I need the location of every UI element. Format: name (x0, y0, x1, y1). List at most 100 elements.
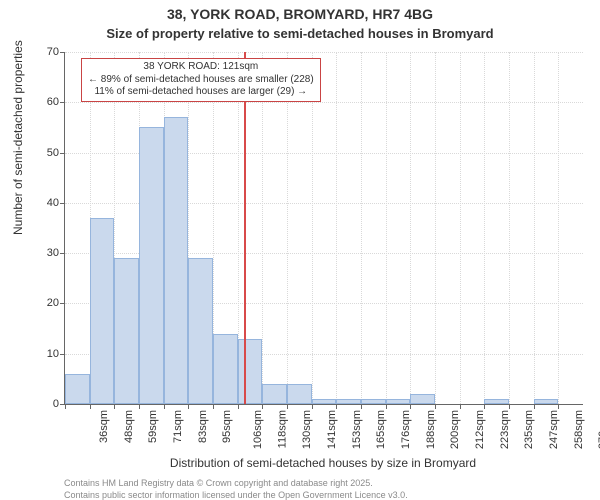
y-tick-mark (60, 203, 65, 204)
y-tick-mark (60, 102, 65, 103)
x-tick-label: 235sqm (523, 410, 535, 449)
x-tick-label: 83sqm (197, 410, 209, 443)
histogram-bar (139, 127, 164, 404)
y-tick-mark (60, 253, 65, 254)
x-tick-label: 176sqm (400, 410, 412, 449)
attribution-line: Contains public sector information licen… (64, 490, 408, 500)
histogram-bar (262, 384, 287, 404)
histogram-bar (65, 374, 90, 404)
x-tick-mark (114, 404, 115, 409)
gridline-vertical (484, 52, 485, 404)
y-tick-mark (60, 52, 65, 53)
property-size-chart: 38, YORK ROAD, BROMYARD, HR7 4BG Size of … (0, 0, 600, 500)
y-tick-label: 10 (47, 348, 59, 360)
x-tick-label: 71sqm (172, 410, 184, 443)
annotation-box: 38 YORK ROAD: 121sqm← 89% of semi-detach… (81, 58, 321, 102)
histogram-bar (312, 399, 337, 404)
x-tick-mark (386, 404, 387, 409)
histogram-bar (164, 117, 189, 404)
x-tick-label: 223sqm (499, 410, 511, 449)
x-tick-label: 165sqm (375, 410, 387, 449)
x-tick-label: 130sqm (301, 410, 313, 449)
histogram-bar (114, 258, 139, 404)
gridline-vertical (287, 52, 288, 404)
x-tick-label: 258sqm (573, 410, 585, 449)
gridline-vertical (509, 52, 510, 404)
x-tick-label: 212sqm (474, 410, 486, 449)
y-tick-mark (60, 354, 65, 355)
x-tick-mark (410, 404, 411, 409)
x-tick-mark (460, 404, 461, 409)
y-tick-label: 40 (47, 197, 59, 209)
histogram-bar (287, 384, 312, 404)
y-tick-mark (60, 303, 65, 304)
annotation-line: ← 89% of semi-detached houses are smalle… (88, 74, 314, 87)
gridline-vertical (386, 52, 387, 404)
annotation-line: 11% of semi-detached houses are larger (… (88, 86, 314, 99)
x-tick-mark (361, 404, 362, 409)
y-tick-label: 20 (47, 297, 59, 309)
histogram-bar (386, 399, 411, 404)
y-axis-label: Number of semi-detached properties (11, 215, 25, 235)
x-tick-mark (238, 404, 239, 409)
y-tick-mark (60, 153, 65, 154)
chart-title-main: 38, YORK ROAD, BROMYARD, HR7 4BG (0, 6, 600, 22)
histogram-bar (188, 258, 213, 404)
attribution-line: Contains HM Land Registry data © Crown c… (64, 478, 373, 488)
histogram-bar (534, 399, 559, 404)
x-tick-mark (534, 404, 535, 409)
y-tick-label: 60 (47, 96, 59, 108)
annotation-line: 38 YORK ROAD: 121sqm (88, 61, 314, 74)
gridline-vertical (361, 52, 362, 404)
x-tick-label: 59sqm (147, 410, 159, 443)
x-tick-mark (509, 404, 510, 409)
x-tick-label: 247sqm (548, 410, 560, 449)
x-tick-label: 48sqm (123, 410, 135, 443)
x-tick-mark (139, 404, 140, 409)
x-tick-mark (336, 404, 337, 409)
gridline-vertical (410, 52, 411, 404)
x-tick-mark (287, 404, 288, 409)
x-tick-label: 36sqm (98, 410, 110, 443)
gridline-vertical (435, 52, 436, 404)
x-tick-label: 200sqm (449, 410, 461, 449)
x-tick-mark (164, 404, 165, 409)
x-tick-mark (484, 404, 485, 409)
gridline-vertical (312, 52, 313, 404)
x-tick-mark (312, 404, 313, 409)
histogram-bar (213, 334, 238, 404)
x-tick-mark (188, 404, 189, 409)
gridline-horizontal (65, 102, 583, 103)
x-tick-label: 188sqm (425, 410, 437, 449)
gridline-vertical (460, 52, 461, 404)
gridline-horizontal (65, 52, 583, 53)
histogram-bar (410, 394, 435, 404)
x-tick-label: 153sqm (351, 410, 363, 449)
histogram-bar (336, 399, 361, 404)
x-tick-mark (262, 404, 263, 409)
gridline-vertical (558, 52, 559, 404)
x-tick-label: 141sqm (326, 410, 338, 449)
gridline-vertical (336, 52, 337, 404)
x-tick-mark (435, 404, 436, 409)
x-tick-label: 106sqm (252, 410, 264, 449)
histogram-bar (361, 399, 386, 404)
y-tick-label: 50 (47, 147, 59, 159)
x-tick-mark (558, 404, 559, 409)
property-marker-line (244, 52, 246, 404)
y-tick-label: 30 (47, 247, 59, 259)
x-axis-label: Distribution of semi-detached houses by … (64, 456, 582, 470)
plot-area: 01020304050607036sqm48sqm59sqm71sqm83sqm… (64, 52, 583, 405)
histogram-bar (90, 218, 115, 404)
chart-title-sub: Size of property relative to semi-detach… (0, 26, 600, 41)
y-tick-label: 70 (47, 46, 59, 58)
histogram-bar (484, 399, 509, 404)
x-tick-label: 118sqm (276, 410, 288, 448)
x-tick-mark (213, 404, 214, 409)
x-tick-mark (65, 404, 66, 409)
gridline-vertical (534, 52, 535, 404)
x-tick-label: 95sqm (221, 410, 233, 443)
gridline-vertical (262, 52, 263, 404)
x-tick-mark (90, 404, 91, 409)
y-tick-label: 0 (53, 398, 59, 410)
